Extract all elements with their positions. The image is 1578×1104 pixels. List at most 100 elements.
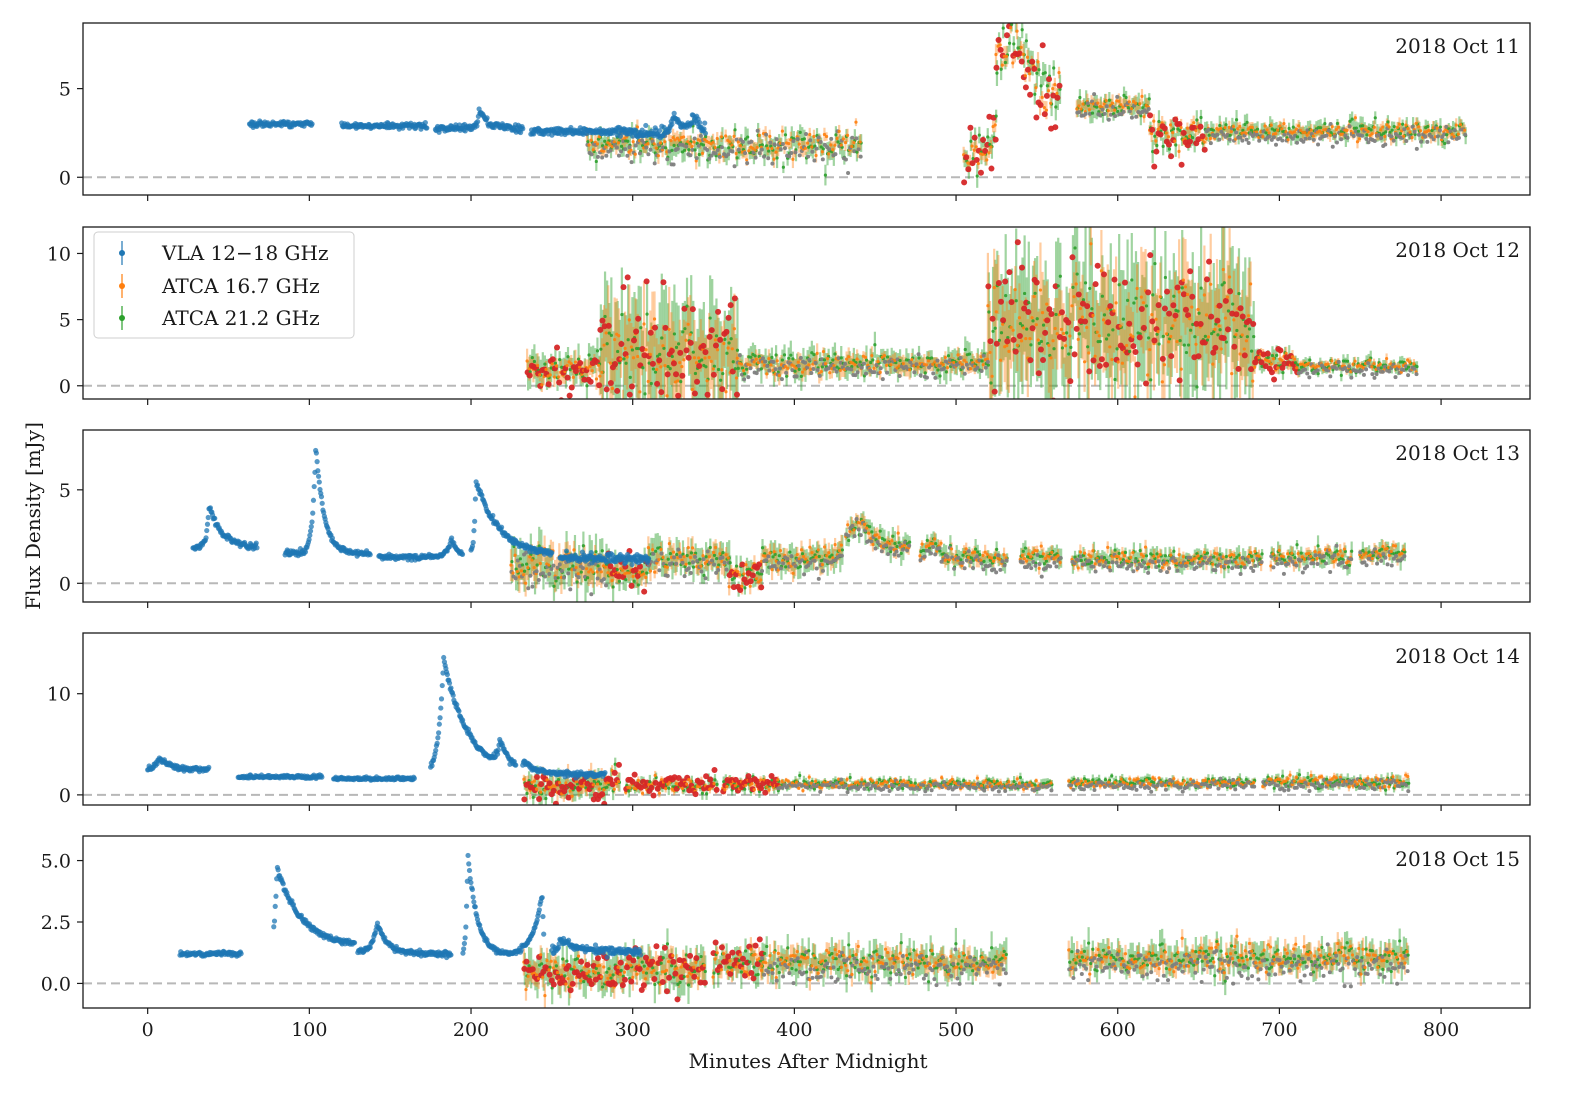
- atca21-point: [1144, 304, 1149, 308]
- atca16-point: [1435, 126, 1439, 130]
- atca21-point: [1182, 343, 1186, 347]
- combined-point-gray: [761, 356, 766, 361]
- atca16-point: [1068, 334, 1072, 338]
- atca16-point: [1156, 127, 1160, 131]
- combined-point-gray: [784, 370, 789, 375]
- combined-point-red: [1100, 271, 1107, 278]
- combined-point-red: [1210, 349, 1217, 356]
- combined-point-red: [694, 378, 701, 385]
- atca21-point: [1054, 105, 1058, 109]
- atca16-point: [924, 363, 929, 367]
- atca16-point: [734, 151, 738, 156]
- atca16-point: [1305, 133, 1309, 137]
- atca21-point: [1241, 128, 1245, 132]
- combined-point-red: [577, 360, 584, 367]
- atca16-point: [1019, 45, 1023, 49]
- atca16-point: [993, 123, 997, 127]
- combined-point-red: [545, 381, 552, 388]
- atca21-point: [1004, 294, 1008, 298]
- atca16-point: [882, 354, 887, 358]
- combined-point-red: [1105, 319, 1112, 326]
- atca21-point: [619, 144, 624, 148]
- atca16-point: [876, 360, 880, 364]
- atca16-point: [1202, 293, 1206, 297]
- atca21-point: [1163, 275, 1168, 280]
- combined-point-red: [691, 390, 698, 397]
- combined-point-red: [673, 371, 680, 378]
- atca16-point: [627, 150, 631, 154]
- atca21-point: [1388, 130, 1392, 135]
- atca21-point: [1207, 133, 1211, 137]
- atca16-point: [1142, 115, 1146, 119]
- atca21-point: [1415, 364, 1419, 369]
- atca16-point: [1351, 362, 1355, 366]
- atca16-point: [671, 136, 675, 140]
- atca16-point: [1168, 123, 1173, 127]
- atca16-point: [629, 148, 633, 152]
- atca21-point: [1390, 128, 1394, 132]
- atca21-point: [674, 345, 679, 349]
- combined-point-gray: [1345, 135, 1350, 140]
- atca16-point: [1276, 128, 1280, 132]
- atca21-point: [1197, 311, 1201, 315]
- atca16-point: [1273, 131, 1278, 136]
- atca16-point: [863, 355, 868, 359]
- atca16-point: [812, 134, 816, 139]
- atca16-point: [728, 140, 732, 144]
- atca16-point: [870, 353, 874, 358]
- atca16-point: [1131, 99, 1136, 104]
- atca16-point: [780, 129, 785, 133]
- atca21-point: [873, 343, 877, 347]
- combined-point-gray: [621, 139, 626, 144]
- atca16-point: [663, 140, 667, 144]
- combined-point-gray: [960, 365, 965, 370]
- atca21-point: [1151, 293, 1155, 297]
- combined-point-gray: [1307, 375, 1312, 380]
- combined-point-red: [1182, 306, 1189, 313]
- atca16-point: [1408, 360, 1412, 364]
- combined-point-gray: [1085, 101, 1090, 106]
- atca21-point: [1151, 150, 1155, 154]
- combined-point-gray: [814, 146, 819, 151]
- combined-point-gray: [595, 154, 600, 159]
- atca16-point: [682, 135, 686, 139]
- atca16-point: [833, 143, 837, 147]
- atca21-point: [1048, 353, 1052, 358]
- combined-point-red: [1019, 264, 1026, 271]
- atca16-point: [1081, 102, 1085, 106]
- atca16-point: [591, 148, 595, 152]
- atca21-point: [835, 365, 839, 369]
- combined-point-red: [1250, 320, 1257, 327]
- atca16-point: [1167, 340, 1171, 344]
- atca16-point: [638, 390, 642, 394]
- atca16-point: [822, 132, 827, 137]
- combined-point-gray: [806, 154, 811, 159]
- combined-point-gray: [717, 154, 722, 159]
- combined-point-red: [1046, 76, 1053, 83]
- atca21-point: [716, 367, 721, 372]
- panel-frame: [82, 226, 1531, 400]
- atca21-point: [1075, 272, 1079, 276]
- atca16-point: [787, 142, 791, 146]
- combined-point-red: [614, 387, 621, 394]
- atca21-point: [729, 337, 733, 341]
- atca16-point: [1326, 362, 1330, 366]
- atca16-point: [1133, 395, 1137, 399]
- atca21-point: [1176, 309, 1180, 313]
- atca16-point: [646, 379, 650, 384]
- atca21-point: [1073, 246, 1077, 250]
- atca21-point: [628, 375, 632, 379]
- atca16-point: [1269, 123, 1273, 127]
- combined-point-gray: [1414, 146, 1419, 151]
- atca21-point: [1205, 338, 1210, 342]
- atca16-point: [616, 141, 621, 145]
- atca21-point: [1189, 328, 1193, 332]
- combined-point-gray: [797, 153, 802, 158]
- combined-point-red: [1186, 138, 1193, 145]
- combined-point-red: [633, 328, 640, 335]
- atca21-point: [530, 356, 534, 360]
- y-tick-label: 5: [59, 310, 71, 332]
- atca16-point: [677, 138, 682, 142]
- atca16-point: [841, 137, 845, 141]
- atca16-point: [1059, 327, 1064, 331]
